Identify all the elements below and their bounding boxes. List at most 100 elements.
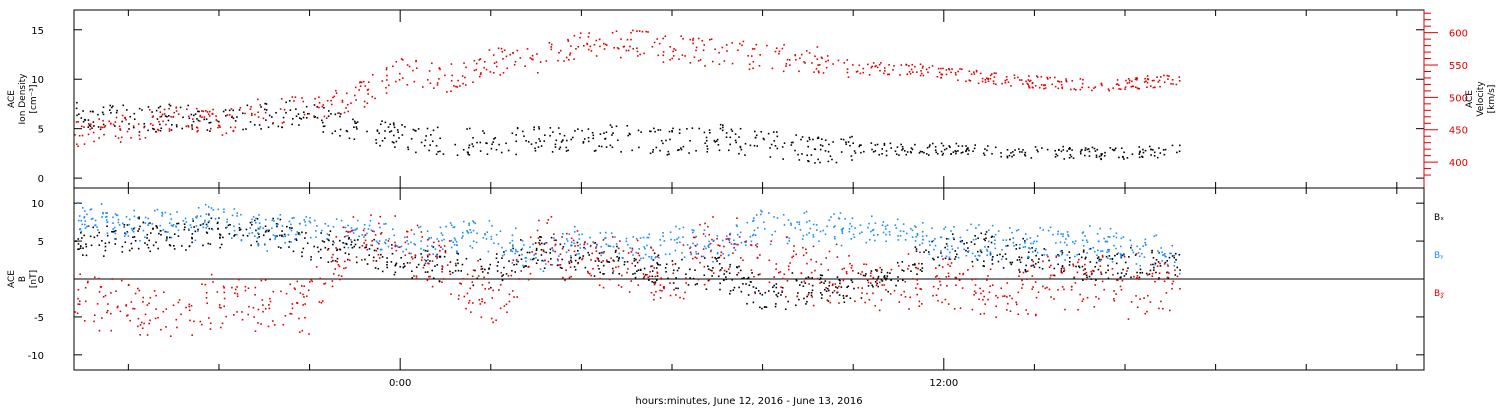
density-point [353,126,355,128]
by-point [1082,245,1085,247]
velocity-point [395,60,398,63]
bx-point [655,279,658,281]
bz-point [685,282,687,284]
density-point [156,118,159,120]
density-point [456,154,459,157]
bx-point [438,280,441,282]
bz-point [1146,274,1149,276]
bz-point [978,298,980,301]
bz-point [967,269,969,271]
bx-point [984,233,987,236]
by-point [295,233,297,236]
velocity-point [1054,85,1057,88]
top-left-tick-label: 15 [31,26,44,37]
velocity-point [463,62,465,64]
density-point [801,136,804,138]
bz-point [829,301,832,304]
bz-point [289,312,291,315]
density-point [776,135,779,138]
velocity-point [536,71,539,74]
velocity-point [314,97,316,100]
bx-point [733,286,736,289]
velocity-point [1069,88,1072,91]
by-point [975,258,978,260]
by-point [815,224,818,226]
bz-point [1000,287,1003,290]
by-point [350,239,352,241]
by-point [471,247,474,249]
bz-point [848,255,850,257]
density-point [653,127,655,130]
bx-point [1155,271,1157,274]
velocity-point [938,71,941,74]
velocity-point [103,126,106,128]
by-point [233,229,236,232]
velocity-point [669,58,671,61]
bx-point [490,286,492,289]
bz-point [1048,266,1051,269]
density-point [380,123,382,126]
velocity-point [120,136,123,139]
velocity-point [1132,85,1135,88]
density-point [567,149,569,152]
bz-point [643,275,646,278]
density-point [159,130,162,132]
bz-point [366,248,368,251]
bz-point [661,289,663,292]
velocity-point [950,71,952,74]
bz-point [653,294,655,296]
bx-point [540,236,542,238]
velocity-point [401,77,404,79]
by-point [805,233,808,236]
bx-point [985,231,988,233]
density-point [640,131,642,133]
by-point [1153,235,1156,238]
bx-point [618,273,621,275]
density-point [1150,154,1152,156]
by-point [1059,250,1062,253]
by-point [565,238,568,240]
density-point [307,112,309,115]
bz-point [736,217,738,219]
bx-point [838,279,841,281]
velocity-point [1044,84,1046,86]
bx-point [773,290,775,293]
bz-point [984,303,987,305]
density-point [147,129,149,132]
bx-point [1139,272,1141,274]
bx-point [164,230,167,233]
bx-point [102,255,105,257]
by-point [370,229,373,231]
density-point [1066,150,1068,152]
bx-point [249,221,252,224]
density-point [722,124,724,127]
by-point [977,254,980,257]
velocity-point [343,111,346,114]
density-point [468,146,470,149]
bz-point [671,263,674,266]
bz-point [651,265,654,267]
density-point [713,139,716,142]
bx-point [514,271,517,273]
bx-point [836,287,839,289]
bx-point [177,235,180,237]
density-point [1114,147,1117,150]
by-point [658,256,660,259]
velocity-point [568,58,570,61]
bx-point [1081,265,1084,268]
density-point [994,146,997,149]
by-point [256,237,259,239]
bz-point [547,218,550,221]
bx-point [431,269,433,272]
velocity-point [1163,74,1165,77]
by-point [332,226,335,228]
bz-point [733,247,735,249]
velocity-point [385,68,388,71]
velocity-point [1167,78,1169,80]
bz-point [146,334,149,336]
bz-point [868,298,871,301]
by-point [257,232,259,234]
by-point [87,225,90,227]
bx-point [297,233,300,235]
bz-point [709,269,712,272]
